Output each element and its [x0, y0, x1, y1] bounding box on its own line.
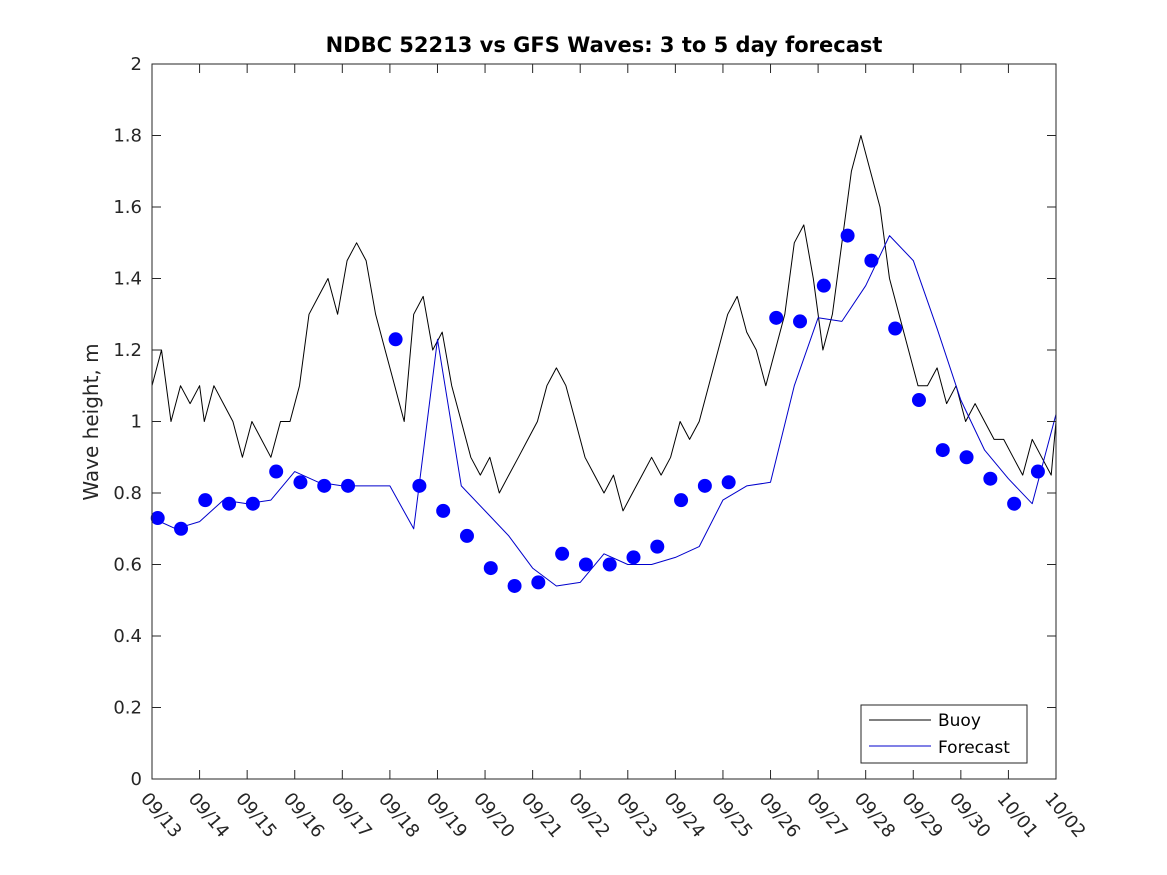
forecast-marker — [150, 511, 165, 526]
forecast-marker — [816, 278, 831, 293]
forecast-marker — [983, 471, 998, 486]
forecast-marker — [198, 493, 213, 508]
forecast-marker — [245, 496, 260, 511]
y-tick-label: 1.4 — [113, 269, 142, 290]
forecast-marker — [578, 557, 593, 572]
legend-forecast-label: Forecast — [938, 738, 1010, 758]
y-tick-label: 0.4 — [113, 626, 142, 647]
forecast-marker — [1007, 496, 1022, 511]
y-tick-label: 0.2 — [113, 698, 142, 719]
chart-title: NDBC 52213 vs GFS Waves: 3 to 5 day fore… — [326, 33, 883, 57]
plot-background — [152, 64, 1056, 779]
y-tick-label: 1 — [131, 412, 142, 433]
forecast-marker — [697, 478, 712, 493]
y-tick-label: 1.2 — [113, 340, 142, 361]
forecast-marker — [436, 503, 451, 518]
forecast-marker — [888, 321, 903, 336]
y-tick-label: 0.8 — [113, 483, 142, 504]
forecast-marker — [650, 539, 665, 554]
y-tick-label: 2 — [131, 54, 142, 75]
forecast-marker — [935, 443, 950, 458]
forecast-marker — [293, 475, 308, 490]
forecast-marker — [911, 393, 926, 408]
forecast-marker — [793, 314, 808, 329]
forecast-marker — [341, 478, 356, 493]
buoy-series-line — [151, 135, 1057, 512]
legend-buoy-label: Buoy — [938, 711, 981, 731]
forecast-marker — [269, 464, 284, 479]
series-layer — [150, 135, 1057, 593]
forecast-marker — [483, 561, 498, 576]
forecast-marker — [674, 493, 689, 508]
forecast-marker — [555, 546, 570, 561]
y-tick-label: 0 — [131, 769, 142, 790]
forecast-marker — [721, 475, 736, 490]
forecast-marker — [531, 575, 546, 590]
forecast-marker — [769, 310, 784, 325]
forecast-marker — [388, 332, 403, 347]
y-axis-ticks: 0 0.2 0.4 0.6 0.8 1 1.2 1.4 1.6 1.8 2 — [113, 54, 1056, 790]
forecast-marker — [626, 550, 641, 565]
forecast-marker — [602, 557, 617, 572]
forecast-marker — [864, 253, 879, 268]
forecast-marker — [1030, 464, 1045, 479]
y-tick-label: 1.8 — [113, 126, 142, 147]
forecast-marker — [412, 478, 427, 493]
forecast-marker — [174, 521, 189, 536]
forecast-marker — [840, 228, 855, 243]
y-axis-label: Wave height, m — [79, 343, 103, 500]
forecast-marker — [959, 450, 974, 465]
y-tick-label: 0.6 — [113, 555, 142, 576]
y-tick-label: 1.6 — [113, 197, 142, 218]
forecast-marker — [317, 478, 332, 493]
forecast-marker — [459, 528, 474, 543]
forecast-series-line — [151, 235, 1057, 587]
forecast-marker — [507, 578, 522, 593]
legend-box — [860, 704, 1028, 764]
forecast-marker — [222, 496, 237, 511]
legend: Buoy Forecast — [860, 704, 1028, 764]
